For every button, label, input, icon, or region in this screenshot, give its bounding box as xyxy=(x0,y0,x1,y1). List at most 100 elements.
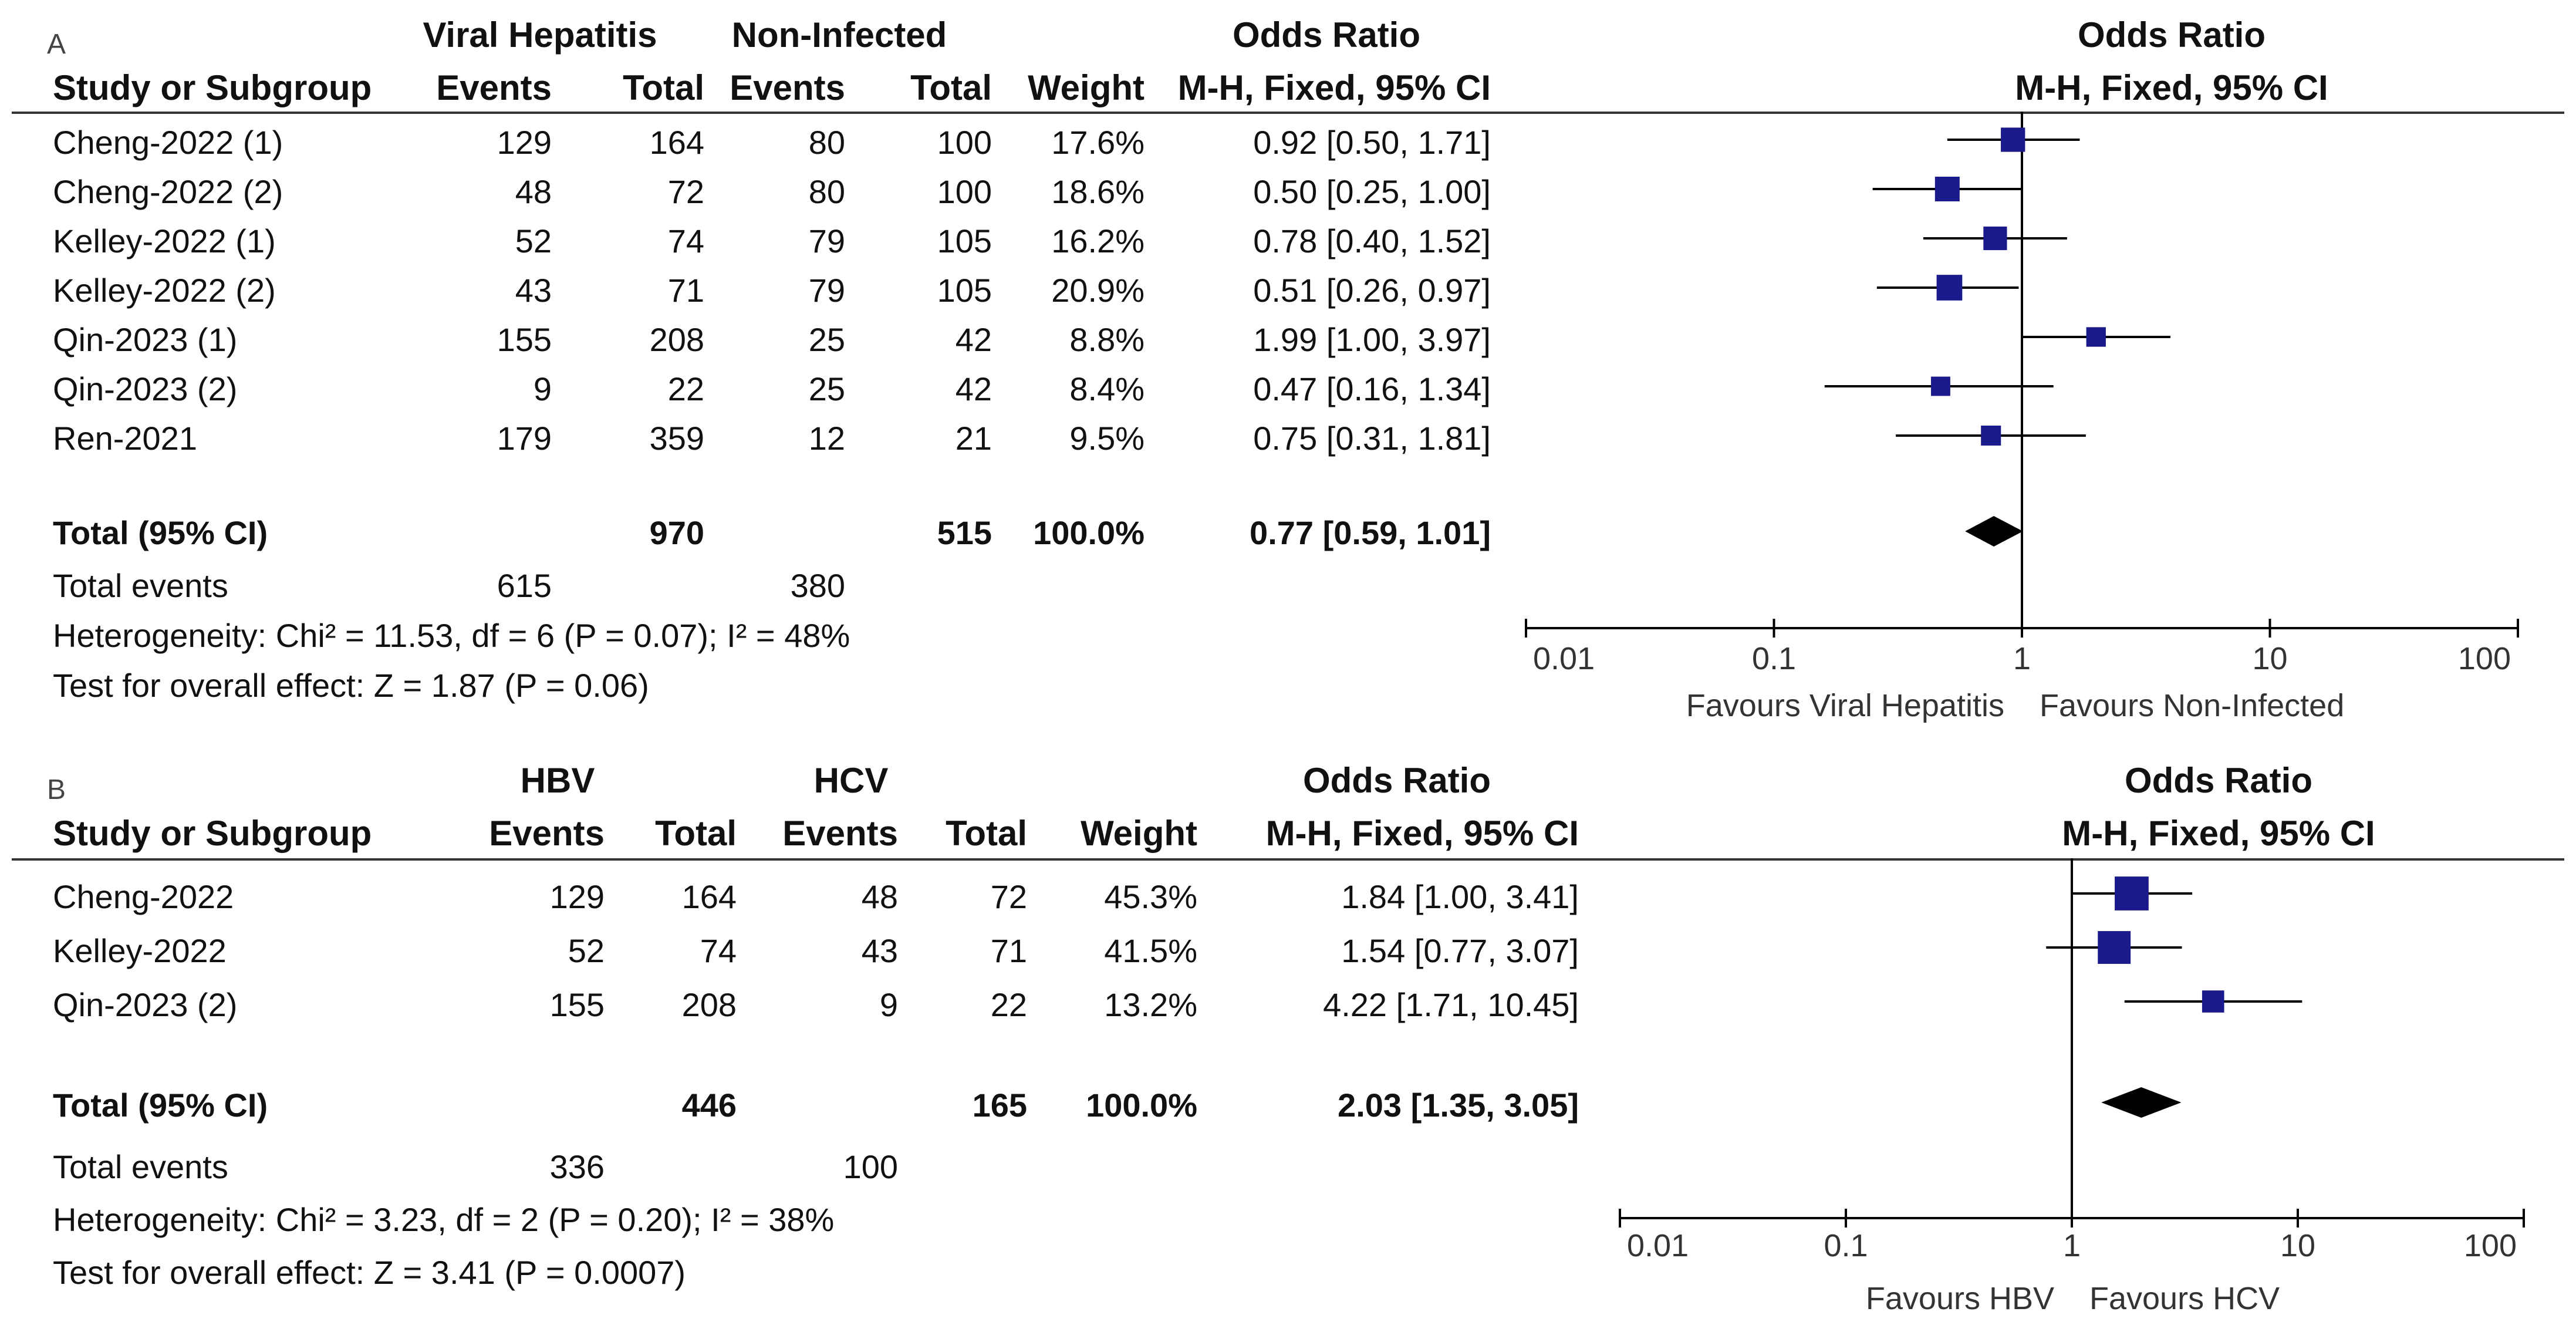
total-events-2: 380 xyxy=(790,567,845,604)
total-1: 208 xyxy=(681,986,737,1023)
events-2: 25 xyxy=(808,321,845,358)
study-name: Cheng-2022 xyxy=(53,878,234,915)
study-name: Ren-2021 xyxy=(53,420,197,457)
effect-square xyxy=(2202,990,2224,1013)
weight: 20.9% xyxy=(1051,272,1144,309)
total-1: 22 xyxy=(667,370,704,407)
x-tick-label: 0.01 xyxy=(1533,641,1595,676)
group2-header: HCV xyxy=(813,761,889,800)
total-1: 164 xyxy=(681,878,737,915)
total-2: 42 xyxy=(955,370,992,407)
total-1: 71 xyxy=(667,272,704,309)
group1-header: HBV xyxy=(520,761,595,800)
events-1: 155 xyxy=(497,321,552,358)
events-2: 79 xyxy=(808,222,845,259)
events-2: 43 xyxy=(861,932,898,969)
total1-header: Total xyxy=(655,814,737,853)
total-2: 105 xyxy=(937,222,992,259)
heterogeneity-text: Heterogeneity: Chi² = 3.23, df = 2 (P = … xyxy=(53,1201,835,1238)
effect-square xyxy=(1983,226,2007,251)
weight: 13.2% xyxy=(1104,986,1197,1023)
total-1: 359 xyxy=(649,420,704,457)
weight: 8.8% xyxy=(1069,321,1144,358)
favours-right-label: Favours HCV xyxy=(2089,1281,2280,1316)
events-1: 52 xyxy=(515,222,552,259)
total-row-label: Total (95% CI) xyxy=(53,1087,268,1124)
total-2: 100 xyxy=(937,173,992,210)
odds-ratio-ci: 1.84 [1.00, 3.41] xyxy=(1341,878,1579,915)
odds-ratio-ci: 0.50 [0.25, 1.00] xyxy=(1253,173,1491,210)
effect-square xyxy=(2086,327,2106,347)
forest-plot-a: A Viral Hepatitis Non-Infected Odds Rati… xyxy=(12,15,2564,723)
header-rule xyxy=(12,112,2564,114)
panel-label: B xyxy=(47,774,66,805)
odds-ratio-ci: 1.99 [1.00, 3.97] xyxy=(1253,321,1491,358)
odds-ratio-ci: 2.03 [1.35, 3.05] xyxy=(1338,1087,1579,1124)
study-header: Study or Subgroup xyxy=(53,68,372,107)
odds-ratio-ci: 0.51 [0.26, 0.97] xyxy=(1253,272,1491,309)
events-1: 52 xyxy=(568,932,605,969)
forest-plot-a-graphic: 0.01 0.1 1 10 100 Favours Viral Hepatitis Favo… xyxy=(1525,112,2519,723)
total-2: 71 xyxy=(990,932,1027,969)
events-2: 48 xyxy=(861,878,898,915)
total-events-label: Total events xyxy=(53,567,228,604)
favours-left-label: Favours HBV xyxy=(1866,1281,2054,1316)
total-2: 515 xyxy=(937,514,992,551)
total-2: 105 xyxy=(937,272,992,309)
events-2: 80 xyxy=(808,124,845,161)
total-1: 72 xyxy=(667,173,704,210)
effect-square xyxy=(1934,176,1960,202)
events2-header: Events xyxy=(782,814,898,853)
weight: 41.5% xyxy=(1104,932,1197,969)
odds-ratio-ci: 0.75 [0.31, 1.81] xyxy=(1253,420,1491,457)
panel-label: A xyxy=(47,29,66,60)
x-tick-label: 0.01 xyxy=(1627,1228,1689,1263)
or-header: Odds Ratio xyxy=(1232,15,1420,55)
events-1: 43 xyxy=(515,272,552,309)
events-1: 129 xyxy=(497,124,552,161)
study-name: Qin-2023 (1) xyxy=(53,321,238,358)
events1-header: Events xyxy=(489,814,605,853)
method-header: M-H, Fixed, 95% CI xyxy=(1265,814,1579,853)
odds-ratio-ci: 1.54 [0.77, 3.07] xyxy=(1341,932,1579,969)
total-events-2: 100 xyxy=(843,1148,898,1185)
total-events-1: 615 xyxy=(497,567,552,604)
total-2: 42 xyxy=(955,321,992,358)
plot-title: Odds Ratio xyxy=(2124,761,2312,800)
weight-header: Weight xyxy=(1081,814,1197,853)
events1-header: Events xyxy=(436,68,552,107)
overall-effect-text: Test for overall effect: Z = 3.41 (P = 0… xyxy=(53,1254,686,1291)
overall-effect-text: Test for overall effect: Z = 1.87 (P = 0… xyxy=(53,667,649,704)
events2-header: Events xyxy=(730,68,845,107)
study-name: Kelley-2022 (2) xyxy=(53,272,276,309)
weight: 9.5% xyxy=(1069,420,1144,457)
total-1: 164 xyxy=(649,124,704,161)
odds-ratio-ci: 4.22 [1.71, 10.45] xyxy=(1323,986,1579,1023)
study-name: Cheng-2022 (2) xyxy=(53,173,283,210)
study-name: Cheng-2022 (1) xyxy=(53,124,283,161)
total-2: 100 xyxy=(937,124,992,161)
weight-header: Weight xyxy=(1028,68,1144,107)
events-2: 80 xyxy=(808,173,845,210)
total-2: 72 xyxy=(990,878,1027,915)
total-2: 22 xyxy=(990,986,1027,1023)
x-tick-label: 10 xyxy=(2280,1228,2315,1263)
events-2: 25 xyxy=(808,370,845,407)
effect-square xyxy=(2001,127,2025,152)
pooled-diamond xyxy=(2101,1087,2182,1118)
total-1: 74 xyxy=(667,222,704,259)
weight: 8.4% xyxy=(1069,370,1144,407)
events-2: 9 xyxy=(879,986,898,1023)
group1-header: Viral Hepatitis xyxy=(423,15,657,55)
forest-plot-b-graphic: 0.01 0.1 1 10 100 Favours HBV Favours HCV xyxy=(1619,858,2525,1316)
events-1: 129 xyxy=(549,878,605,915)
weight: 45.3% xyxy=(1104,878,1197,915)
effect-square xyxy=(2115,876,2149,911)
method-header: M-H, Fixed, 95% CI xyxy=(1177,68,1491,107)
study-name: Qin-2023 (2) xyxy=(53,986,238,1023)
total-1: 208 xyxy=(649,321,704,358)
x-tick-label: 10 xyxy=(2252,641,2287,676)
weight: 18.6% xyxy=(1051,173,1144,210)
effect-square xyxy=(1936,275,1963,301)
events-1: 9 xyxy=(533,370,552,407)
